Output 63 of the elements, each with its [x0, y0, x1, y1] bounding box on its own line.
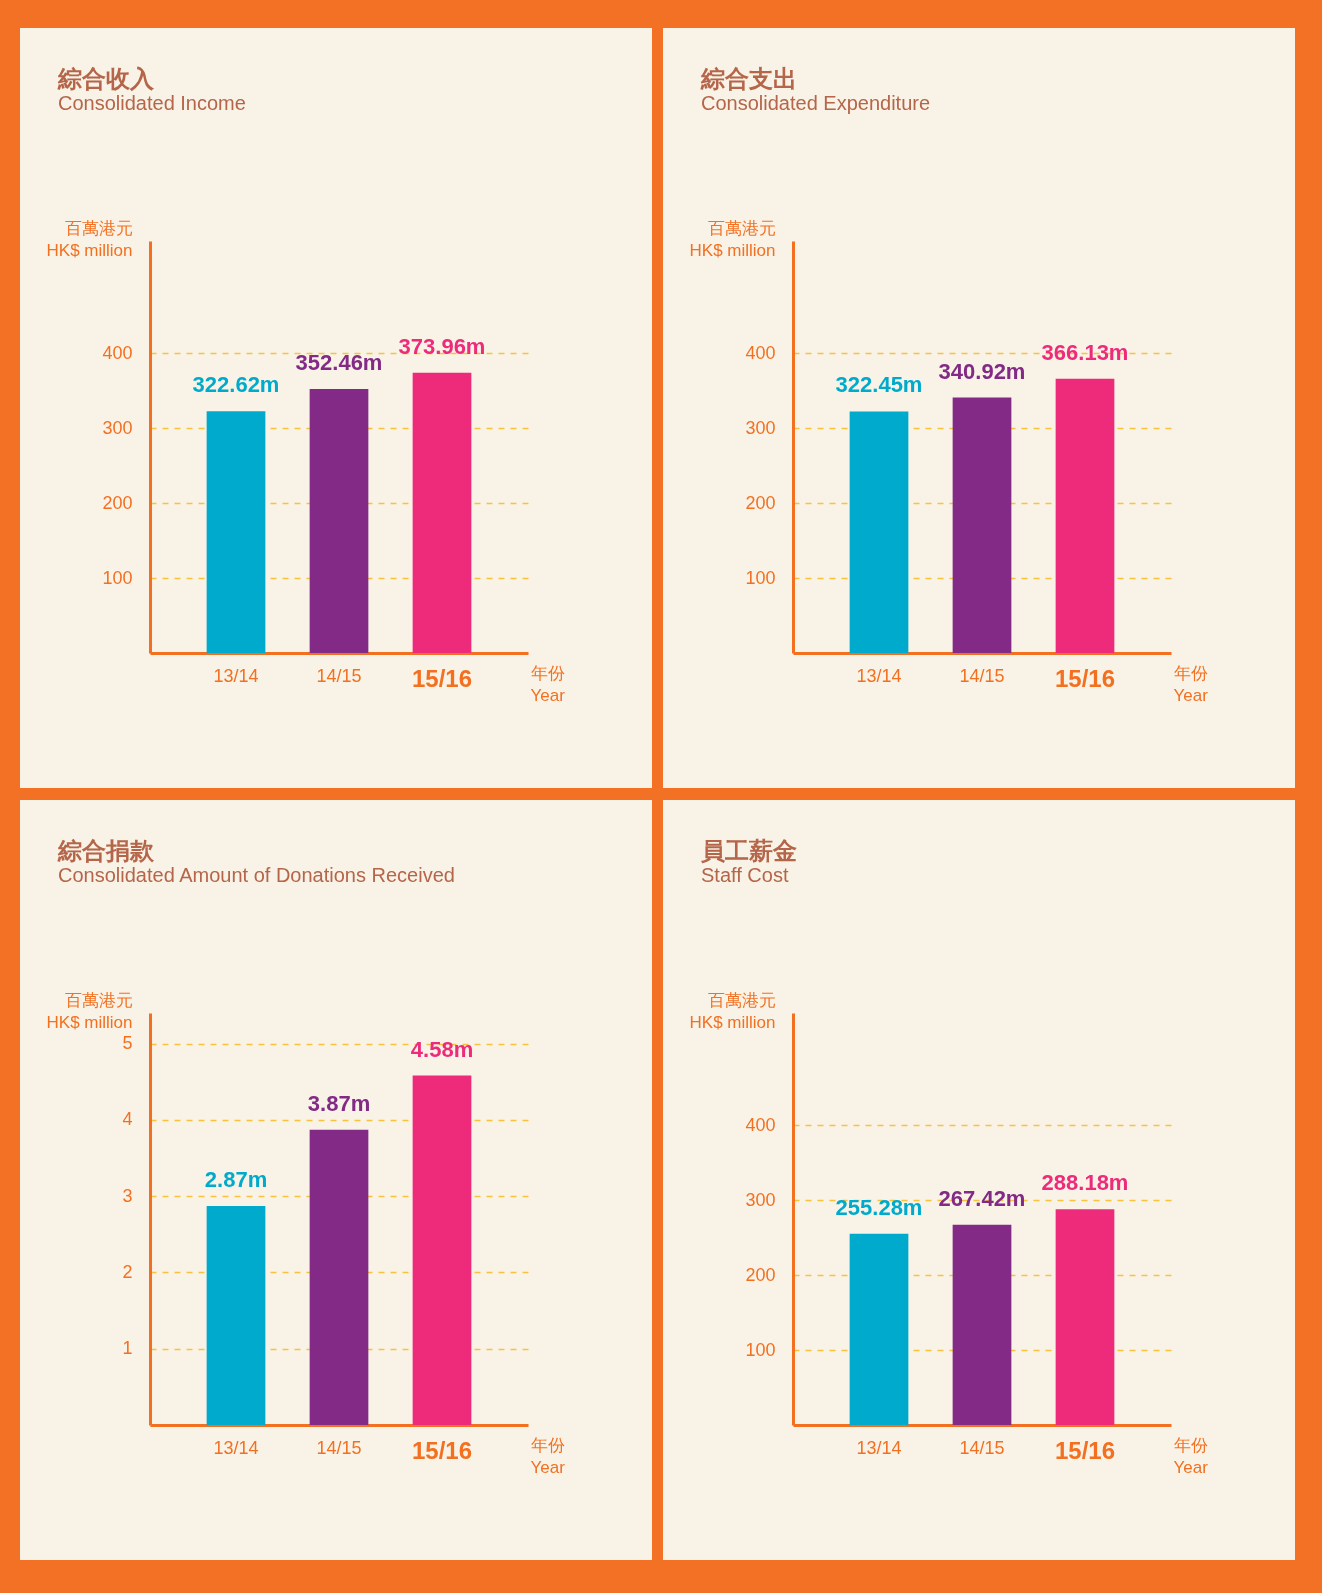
x-axis-title: 年份 Year: [530, 663, 566, 705]
data-label: 288.18m: [1041, 1170, 1129, 1196]
x-tick-label: 14/15: [316, 665, 362, 686]
data-label: 340.92m: [938, 358, 1026, 384]
y-axis-title: 百萬港元 HK$ million: [46, 218, 133, 260]
bar: [206, 1206, 266, 1425]
bar: [412, 1075, 472, 1425]
bar: [309, 1129, 369, 1425]
y-tick-label: 200: [745, 1264, 776, 1285]
y-tick-label: 5: [122, 1033, 133, 1054]
y-tick-label: 100: [745, 567, 776, 588]
y-tick-label: 200: [745, 492, 776, 513]
data-label: 4.58m: [410, 1036, 474, 1062]
y-tick-label: 100: [745, 1339, 776, 1360]
chart-subtitle: Staff Cost: [701, 864, 789, 886]
x-tick-label: 14/15: [959, 665, 1005, 686]
chart-title: 員工薪金: [700, 837, 797, 865]
chart-title: 綜合收入: [57, 65, 155, 93]
y-tick-label: 1: [122, 1338, 133, 1359]
data-label: 255.28m: [835, 1194, 923, 1220]
x-tick-label: 13/14: [213, 665, 259, 686]
chart-subtitle: Consolidated Expenditure: [701, 92, 931, 114]
y-tick-label: 300: [102, 417, 133, 438]
x-tick-label: 15/16: [1054, 1436, 1116, 1464]
chart-title: 綜合支出: [700, 65, 797, 93]
chart-title: 綜合捐款: [57, 837, 155, 865]
x-tick-label: 13/14: [856, 665, 902, 686]
bar: [952, 397, 1012, 653]
x-tick-label: 15/16: [411, 1436, 473, 1464]
y-tick-label: 300: [745, 417, 776, 438]
x-tick-label: 15/16: [411, 664, 473, 692]
x-tick-label: 14/15: [959, 1437, 1005, 1458]
y-axis-title: 百萬港元 HK$ million: [689, 218, 776, 260]
y-axis-title: 百萬港元 HK$ million: [46, 990, 133, 1032]
data-label: 352.46m: [295, 349, 383, 375]
bar: [1055, 378, 1115, 653]
data-label: 322.45m: [835, 372, 923, 398]
y-axis-title: 百萬港元 HK$ million: [689, 990, 776, 1032]
y-tick-label: 400: [745, 1114, 776, 1135]
y-tick-label: 300: [745, 1189, 776, 1210]
y-tick-label: 100: [102, 567, 133, 588]
x-axis-title: 年份 Year: [530, 1435, 566, 1477]
x-tick-label: 15/16: [1054, 664, 1116, 692]
chart-subtitle: Consolidated Income: [58, 92, 246, 114]
x-tick-label: 13/14: [856, 1437, 902, 1458]
data-label: 322.62m: [192, 372, 280, 398]
y-tick-label: 2: [122, 1261, 133, 1282]
bar: [849, 411, 909, 653]
data-label: 366.13m: [1041, 339, 1129, 365]
data-label: 2.87m: [204, 1167, 268, 1193]
y-tick-label: 400: [745, 342, 776, 363]
x-tick-label: 14/15: [316, 1437, 362, 1458]
x-axis-title: 年份 Year: [1173, 1435, 1209, 1477]
data-label: 373.96m: [398, 333, 486, 359]
y-tick-label: 3: [122, 1185, 133, 1206]
chart-subtitle: Consolidated Amount of Donations Received: [58, 864, 455, 886]
data-label: 267.42m: [938, 1185, 1026, 1211]
x-axis-title: 年份 Year: [1173, 663, 1209, 705]
y-tick-label: 400: [102, 342, 133, 363]
x-tick-label: 13/14: [213, 1437, 259, 1458]
y-tick-label: 4: [122, 1109, 133, 1130]
y-tick-label: 200: [102, 492, 133, 513]
data-label: 3.87m: [307, 1090, 371, 1116]
